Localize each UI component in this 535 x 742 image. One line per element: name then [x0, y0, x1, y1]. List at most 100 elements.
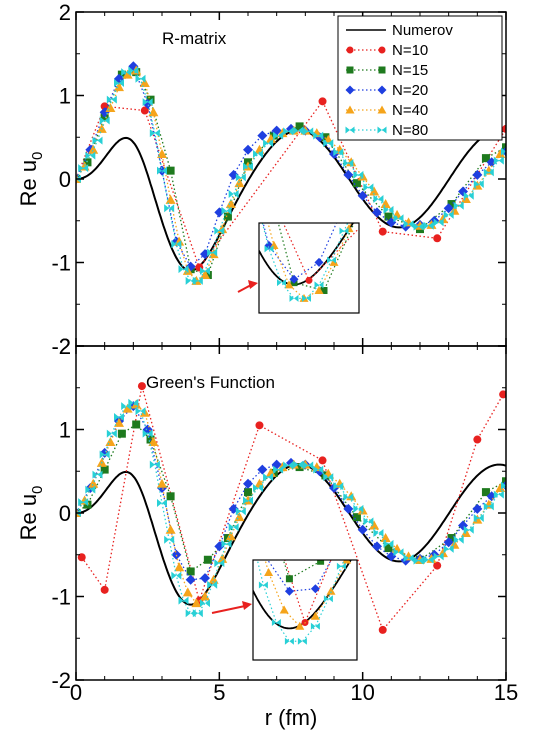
data-point-n80 — [142, 429, 153, 438]
inset-data-point — [314, 257, 324, 267]
data-point-n10 — [100, 585, 109, 594]
data-point-n40 — [208, 574, 219, 584]
data-point-n20 — [243, 144, 253, 155]
inset-data-point — [519, 424, 528, 433]
data-point-n40 — [114, 417, 124, 427]
data-point-n15 — [502, 143, 506, 152]
data-point-n80 — [164, 535, 175, 544]
data-point-n40 — [208, 249, 219, 259]
data-point-n15 — [203, 555, 212, 564]
inset-data-point — [220, 415, 229, 422]
data-point-n40 — [369, 520, 380, 530]
y-tick-label: 1 — [59, 84, 71, 109]
legend-marker — [377, 85, 387, 95]
data-point-n80 — [253, 149, 264, 158]
data-point-n40 — [225, 531, 236, 541]
panel-2: 2 1 0 -1 -2 Re u0 Green's Function — [16, 334, 507, 693]
data-point-n80 — [353, 170, 364, 179]
series-line-n15 — [76, 423, 506, 573]
data-point-n80 — [293, 460, 304, 469]
data-point-n80 — [235, 507, 246, 516]
data-point-n80 — [192, 276, 203, 285]
legend-label: N=10 — [392, 42, 428, 59]
y-axis-label: Re u0 — [16, 152, 46, 207]
data-point-n80 — [149, 129, 160, 138]
data-point-n80 — [142, 98, 153, 107]
data-point-n80 — [263, 473, 274, 482]
inset-arrow-head — [242, 601, 252, 610]
inset-data-point — [102, 143, 111, 150]
data-point-n10 — [318, 97, 327, 106]
data-point-n80 — [443, 544, 454, 553]
inset-data-point — [77, 488, 86, 495]
data-point-n10 — [255, 421, 264, 430]
data-point-n40 — [88, 144, 99, 154]
inset-data-point — [317, 560, 325, 565]
x-tick-label: 10 — [350, 680, 374, 705]
inset-data-point — [111, 135, 118, 142]
data-point-n80 — [393, 214, 404, 223]
inset-data-point — [258, 581, 268, 589]
inset-1 — [102, 14, 528, 314]
data-point-n80 — [92, 470, 103, 479]
legend-label: N=40 — [392, 102, 428, 119]
data-point-n80 — [253, 483, 264, 492]
data-point-n80 — [333, 482, 344, 491]
legend-marker — [345, 126, 355, 134]
inset-arrow-shaft — [237, 284, 252, 293]
data-point-n20 — [372, 207, 382, 218]
data-point-n80 — [433, 552, 444, 561]
inset-series — [102, 14, 528, 302]
legend-item: Numerov — [346, 22, 453, 39]
inset-data-point — [336, 562, 346, 570]
legend-item: N=10 — [346, 42, 428, 59]
data-point-n80 — [313, 465, 324, 474]
panel-title: Green's Function — [146, 373, 275, 392]
data-point-n40 — [380, 533, 391, 543]
x-axis-label: r (fm) — [265, 705, 318, 730]
data-point-n10 — [378, 227, 387, 236]
data-point-n40 — [437, 548, 448, 558]
inset-data-point — [410, 443, 419, 451]
inset-data-point — [152, 51, 161, 58]
data-point-n15 — [132, 420, 141, 429]
inset-data-point — [389, 469, 398, 476]
inset-data-point — [390, 140, 399, 148]
data-point-n80 — [373, 529, 384, 538]
data-point-n80 — [373, 195, 384, 204]
data-point-n40 — [157, 478, 167, 488]
data-point-n20 — [343, 503, 354, 514]
inset-data-point — [130, 603, 137, 610]
data-point-n80 — [263, 139, 274, 148]
data-point-n10 — [433, 234, 442, 243]
inset-data-point — [225, 67, 234, 75]
data-point-n15 — [321, 133, 330, 142]
legend-item: N=20 — [345, 82, 428, 99]
inset-data-point — [246, 528, 255, 535]
data-point-n80 — [283, 461, 294, 470]
data-point-n15 — [244, 488, 252, 497]
data-point-n80 — [243, 496, 253, 505]
data-point-n15 — [384, 212, 393, 221]
data-point-n80 — [235, 173, 246, 182]
inset-data-point — [181, 323, 190, 330]
data-point-n40 — [200, 270, 210, 280]
data-point-n80 — [106, 429, 117, 438]
data-point-n20 — [472, 169, 483, 180]
inset-data-point — [177, 14, 186, 21]
data-point-n80 — [99, 450, 110, 459]
inset-data-point — [305, 276, 313, 284]
data-point-n80 — [273, 131, 284, 140]
data-point-n80 — [433, 218, 444, 227]
data-point-n10 — [502, 124, 506, 133]
data-point-n20 — [443, 537, 454, 548]
inset-data-point — [233, 443, 242, 451]
data-point-n15 — [447, 534, 456, 543]
data-point-n80 — [323, 139, 334, 148]
inset-data-point — [284, 586, 294, 596]
inset-data-point — [521, 53, 528, 60]
inset-data-point — [168, 328, 177, 335]
data-point-n40 — [369, 186, 380, 196]
data-point-n15 — [352, 513, 361, 522]
